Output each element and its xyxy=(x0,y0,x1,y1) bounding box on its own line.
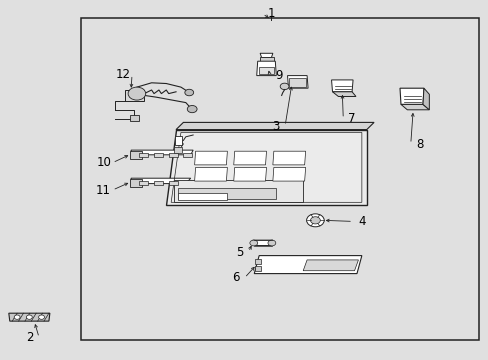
Polygon shape xyxy=(422,88,428,110)
Polygon shape xyxy=(399,88,423,104)
Bar xyxy=(139,153,148,157)
Bar xyxy=(173,147,182,153)
Polygon shape xyxy=(233,151,266,165)
Circle shape xyxy=(306,214,324,227)
Bar xyxy=(178,193,227,200)
Bar xyxy=(154,153,163,157)
Polygon shape xyxy=(194,167,227,181)
Polygon shape xyxy=(287,76,307,88)
Polygon shape xyxy=(331,80,352,92)
Bar xyxy=(255,266,261,271)
Bar xyxy=(175,136,182,145)
Circle shape xyxy=(267,240,275,246)
Bar xyxy=(168,153,177,157)
Bar xyxy=(178,188,276,199)
Bar xyxy=(259,67,273,74)
Circle shape xyxy=(26,315,32,319)
Bar xyxy=(255,259,261,264)
Polygon shape xyxy=(173,180,303,202)
Polygon shape xyxy=(272,151,305,165)
Bar xyxy=(183,153,192,157)
Bar xyxy=(154,181,163,185)
Polygon shape xyxy=(9,313,50,321)
Bar xyxy=(260,57,273,62)
Circle shape xyxy=(184,89,193,96)
Text: 1: 1 xyxy=(267,7,275,20)
Bar xyxy=(129,179,142,187)
Polygon shape xyxy=(260,53,272,58)
Polygon shape xyxy=(400,104,428,110)
Text: 2: 2 xyxy=(26,331,34,344)
Text: 10: 10 xyxy=(96,156,111,169)
Circle shape xyxy=(128,87,145,100)
Circle shape xyxy=(39,315,44,319)
Polygon shape xyxy=(233,167,266,181)
Text: 3: 3 xyxy=(272,120,280,132)
Polygon shape xyxy=(303,260,358,271)
Circle shape xyxy=(187,105,197,113)
Circle shape xyxy=(14,315,20,319)
Text: 9: 9 xyxy=(274,69,282,82)
Text: 7: 7 xyxy=(347,112,355,125)
Text: 6: 6 xyxy=(231,271,239,284)
Polygon shape xyxy=(131,178,190,184)
Bar xyxy=(139,181,148,185)
Text: 11: 11 xyxy=(96,184,111,197)
Polygon shape xyxy=(332,92,355,96)
Text: 5: 5 xyxy=(235,246,243,258)
Text: 8: 8 xyxy=(415,138,423,150)
Polygon shape xyxy=(252,240,272,246)
Bar xyxy=(81,18,478,340)
Polygon shape xyxy=(194,151,227,165)
Bar xyxy=(129,151,142,159)
Bar xyxy=(289,78,305,87)
Bar xyxy=(124,90,144,101)
Polygon shape xyxy=(176,122,373,130)
Polygon shape xyxy=(166,130,366,205)
Circle shape xyxy=(249,240,257,246)
Polygon shape xyxy=(131,150,193,155)
Circle shape xyxy=(310,217,320,224)
Polygon shape xyxy=(272,167,305,181)
Text: 12: 12 xyxy=(116,68,130,81)
Bar xyxy=(168,181,177,185)
Polygon shape xyxy=(254,256,361,274)
Polygon shape xyxy=(256,61,276,76)
Text: 4: 4 xyxy=(357,215,365,228)
Bar xyxy=(129,115,139,121)
Circle shape xyxy=(280,83,288,90)
